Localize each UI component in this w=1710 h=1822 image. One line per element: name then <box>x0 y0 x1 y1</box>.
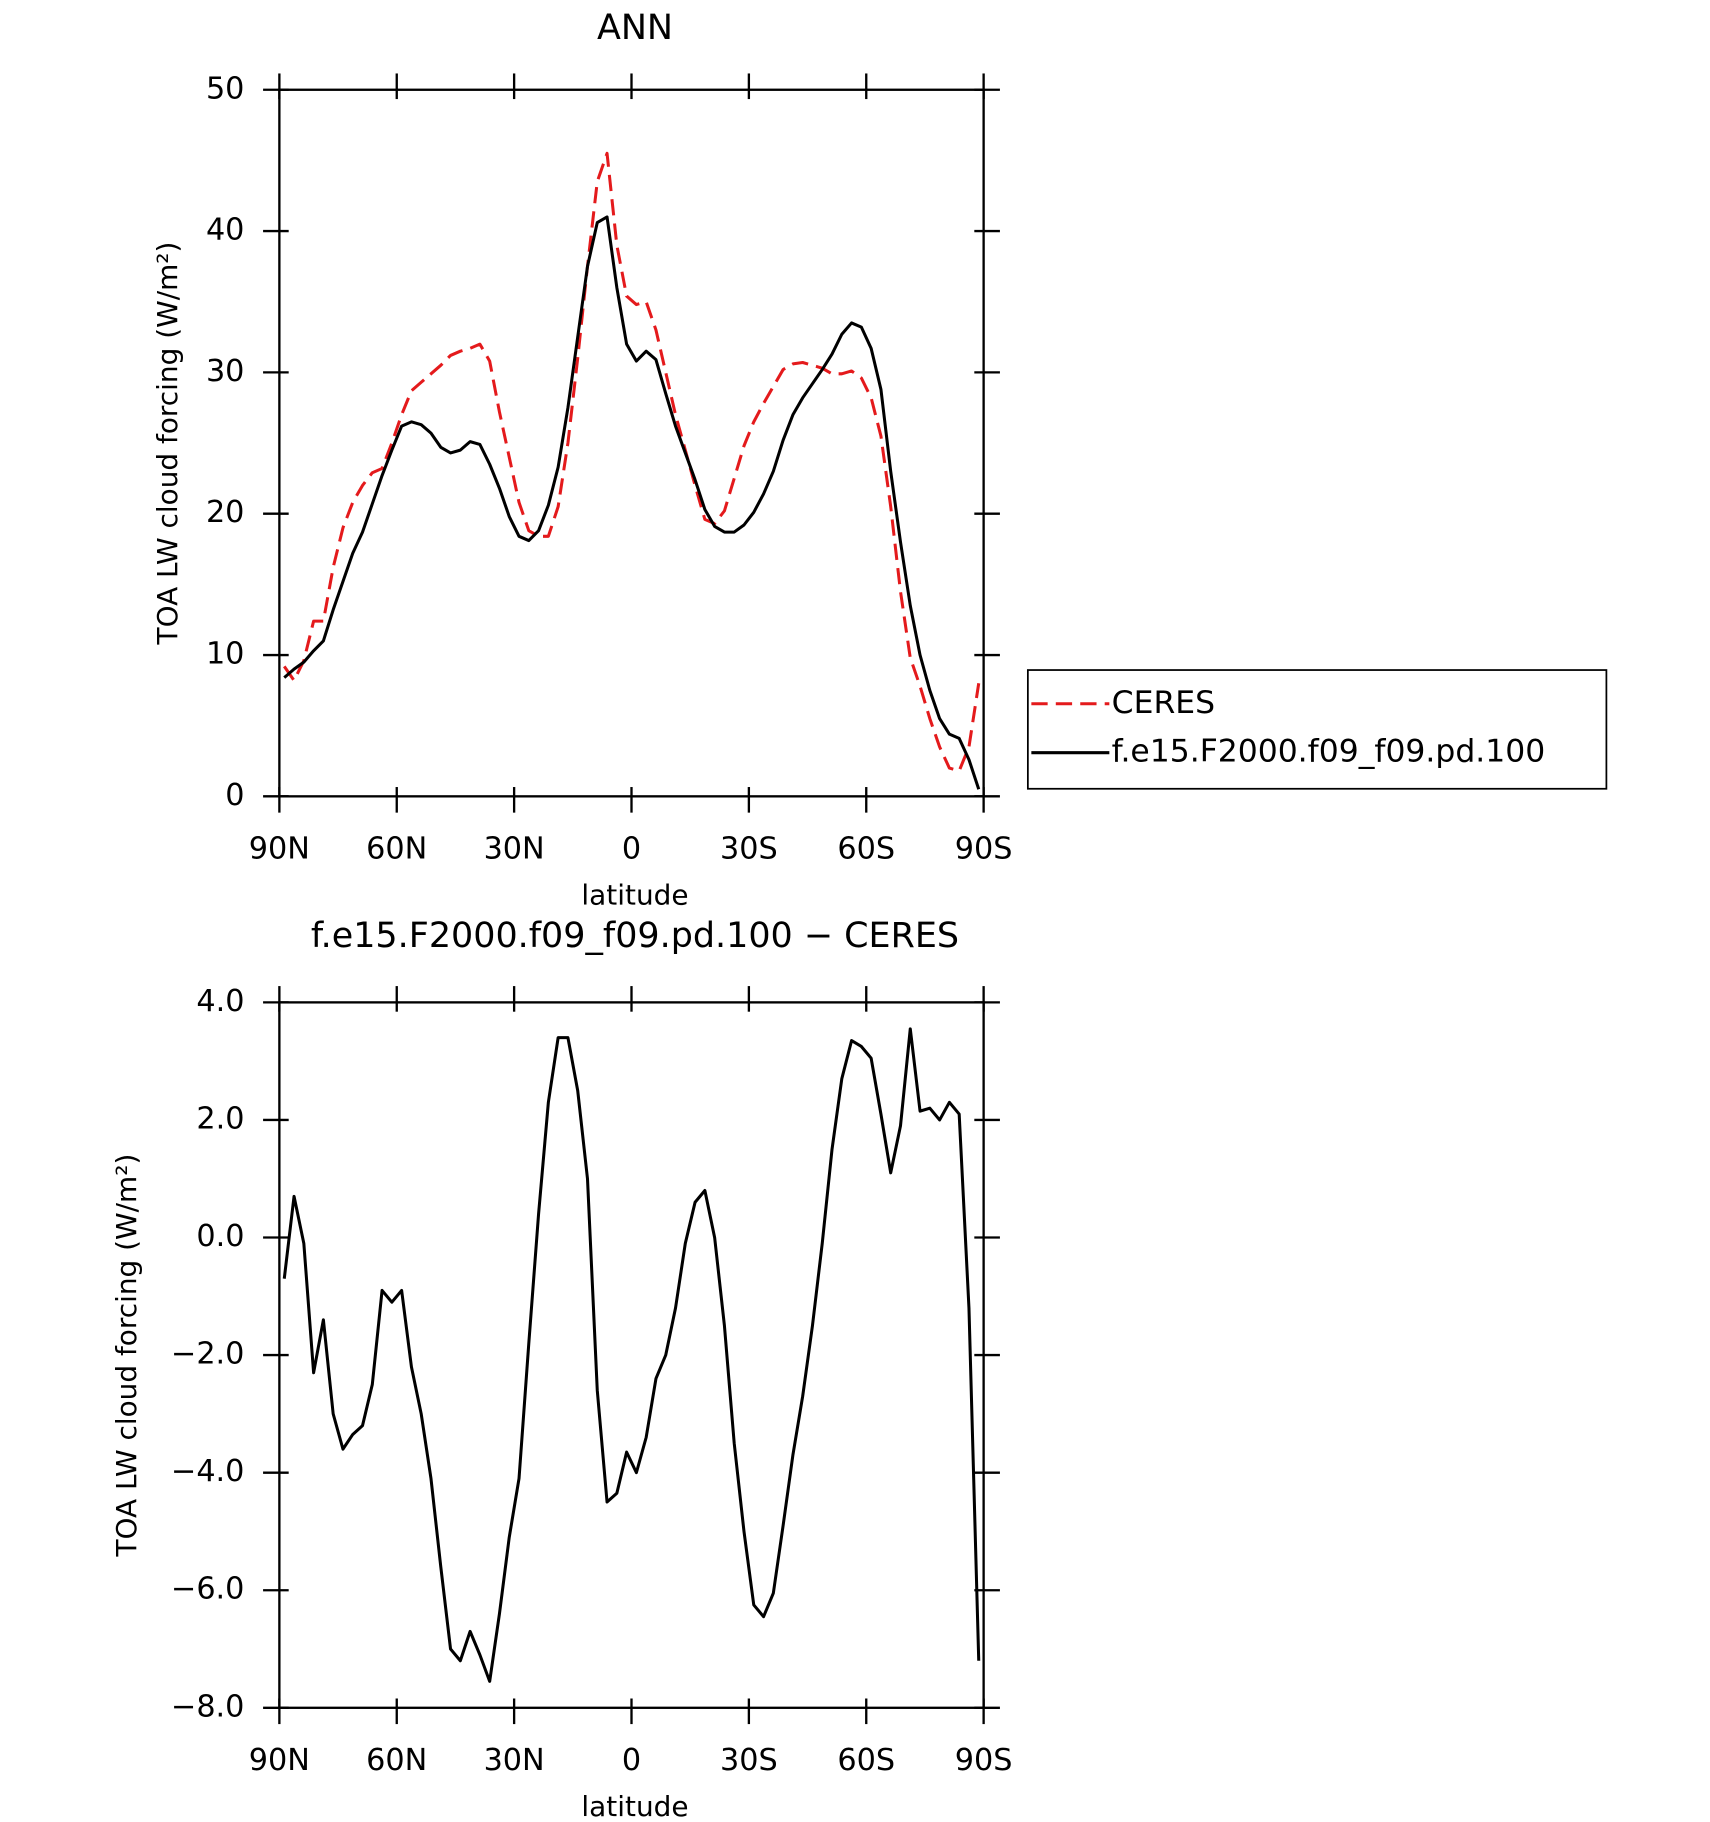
y-tick-label: −6.0 <box>171 1572 244 1607</box>
y-tick-label: 50 <box>206 71 245 106</box>
y-tick-label: 4.0 <box>196 984 244 1019</box>
y-tick-label: −8.0 <box>171 1689 244 1724</box>
y-tick-label: −4.0 <box>171 1454 244 1489</box>
legend-label: f.e15.F2000.f09_f09.pd.100 <box>1112 734 1546 770</box>
chart-title: ANN <box>597 8 673 48</box>
x-tick-label: 90N <box>249 831 310 866</box>
y-tick-label: 20 <box>206 495 245 530</box>
x-tick-label: 60N <box>366 831 427 866</box>
legend-box <box>1026 669 1608 790</box>
y-tick-label: 30 <box>206 354 245 389</box>
y-axis-label: TOA LW cloud forcing (W/m²) <box>110 1154 143 1558</box>
x-tick-label: 30S <box>720 1743 778 1778</box>
x-tick-label: 90S <box>955 831 1013 866</box>
x-tick-label: 90S <box>955 1743 1013 1778</box>
x-tick-label: 90N <box>249 1743 310 1778</box>
data-line <box>283 215 981 790</box>
x-tick-label: 60N <box>366 1743 427 1778</box>
chart-title: f.e15.F2000.f09_f09.pd.100 − CERES <box>311 916 959 956</box>
x-tick-label: 60S <box>837 831 895 866</box>
y-tick-label: 40 <box>206 213 245 248</box>
data-line <box>283 151 981 773</box>
legend-label: CERES <box>1112 685 1215 721</box>
plot-frame <box>278 1001 985 1709</box>
y-tick-label: −2.0 <box>171 1337 244 1372</box>
y-axis-label: TOA LW cloud forcing (W/m²) <box>151 242 184 646</box>
x-axis-label: latitude <box>581 1790 688 1822</box>
y-tick-label: 2.0 <box>196 1101 244 1136</box>
x-axis-label: latitude <box>581 878 688 911</box>
x-tick-label: 0 <box>622 1743 641 1778</box>
data-line <box>282 1027 981 1683</box>
y-tick-label: 0 <box>225 778 244 813</box>
x-tick-label: 30S <box>720 831 778 866</box>
plot-frame <box>278 88 985 798</box>
x-tick-label: 60S <box>837 1743 895 1778</box>
x-tick-label: 30N <box>484 1743 545 1778</box>
x-tick-label: 30N <box>484 831 545 866</box>
y-tick-label: 10 <box>206 637 245 672</box>
x-tick-label: 0 <box>622 831 641 866</box>
y-tick-label: 0.0 <box>196 1219 244 1254</box>
